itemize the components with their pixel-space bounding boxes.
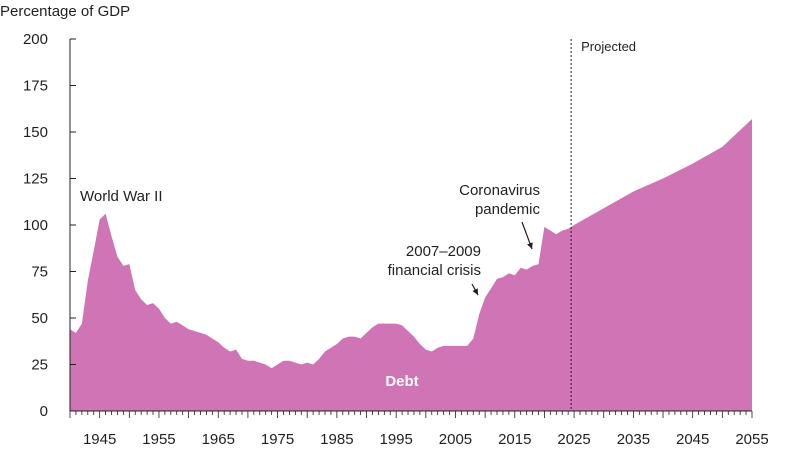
y-tick-label: 50 <box>31 310 48 327</box>
y-tick-label: 200 <box>23 31 48 48</box>
y-axis-title: Percentage of GDP <box>0 3 130 20</box>
annotation-world-war-ii: World War II <box>80 188 163 205</box>
annotation-line: World War II <box>80 188 163 205</box>
x-tick-label: 1975 <box>261 431 294 448</box>
y-tick-label: 0 <box>40 403 48 420</box>
area-layer: Debt <box>70 119 752 411</box>
y-tick-label: 100 <box>23 217 48 234</box>
annotation-financial-crisis: 2007–2009 financial crisis <box>388 243 481 279</box>
projected-label: Projected <box>581 39 636 54</box>
annotation-layer: Projected World War II 2007–2009 financial … <box>80 39 636 411</box>
x-tick-label: 2045 <box>676 431 709 448</box>
axis-layer: 0 25 50 75 100 125 150 175 200 1945 1955 1965 1975 19… <box>23 31 769 448</box>
debt-area <box>70 119 752 411</box>
annotation-line: 2007–2009 <box>406 243 481 260</box>
series-label-debt: Debt <box>385 373 418 390</box>
y-tick-label: 125 <box>23 171 48 188</box>
x-tick-label: 2035 <box>617 431 650 448</box>
x-tick-label: 1955 <box>142 431 175 448</box>
y-tick-label: 175 <box>23 78 48 95</box>
x-tick-label: 1985 <box>320 431 353 448</box>
annotation-line: financial crisis <box>388 262 481 279</box>
x-tick-label: 1945 <box>83 431 116 448</box>
x-tick-label: 2025 <box>557 431 590 448</box>
annotation-line: Coronavirus <box>459 182 540 199</box>
x-tick-label: 2055 <box>735 431 768 448</box>
y-tick-label: 75 <box>31 264 48 281</box>
annotation-line: pandemic <box>475 201 541 218</box>
y-tick-label: 25 <box>31 357 48 374</box>
x-tick-label: 1995 <box>379 431 412 448</box>
x-tick-label: 2005 <box>439 431 472 448</box>
x-tick-label: 1965 <box>202 431 235 448</box>
y-tick-label: 150 <box>23 124 48 141</box>
arrow-financial-crisis <box>471 283 479 296</box>
annotation-coronavirus-pandemic: Coronavirus pandemic <box>459 182 540 218</box>
arrow-coronavirus-pandemic <box>521 221 533 250</box>
x-tick-label: 2015 <box>498 431 531 448</box>
